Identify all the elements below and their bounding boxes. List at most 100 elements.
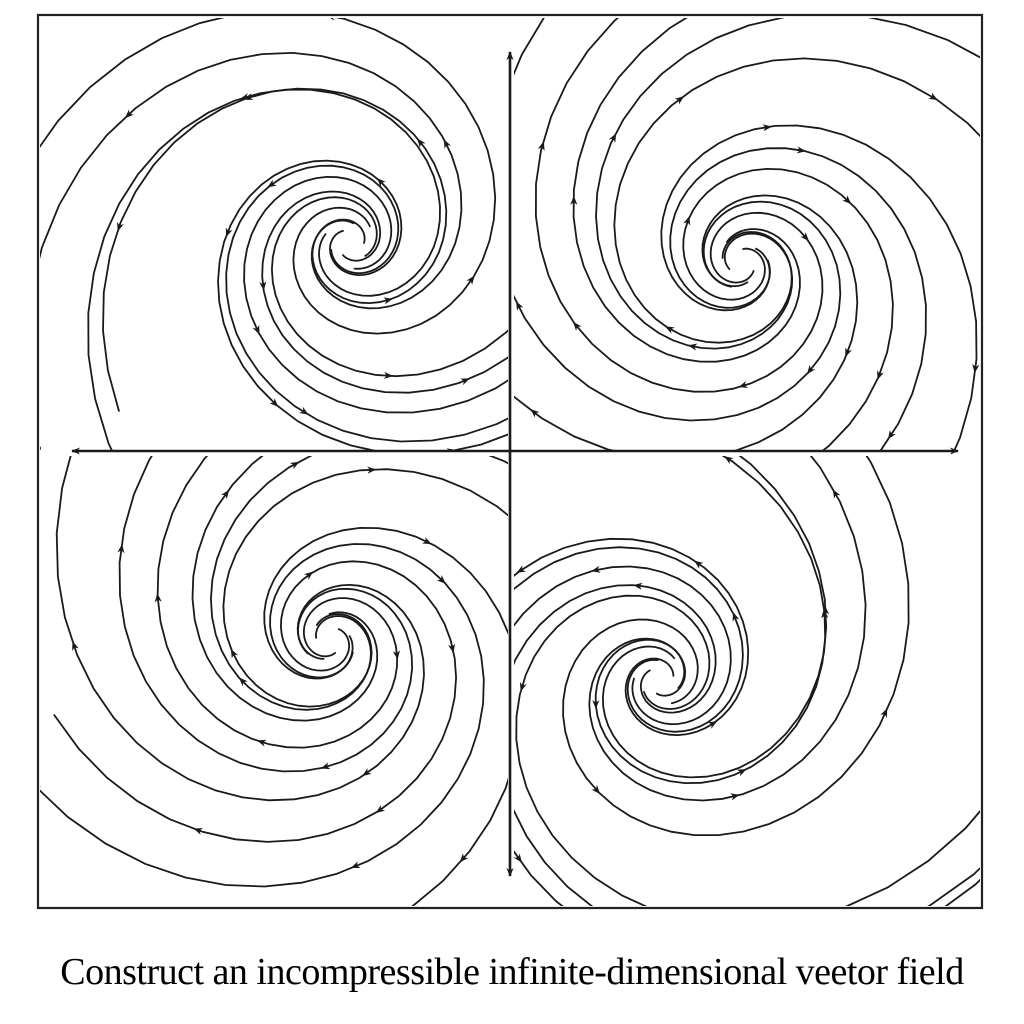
flow-arrow-icon [740, 494, 743, 495]
streamline [40, 51, 463, 310]
flow-arrow-icon [267, 179, 277, 188]
flow-arrow-icon [362, 767, 372, 777]
flow-arrow-icon [262, 726, 265, 728]
vortex-top-left [40, 11, 584, 728]
streamline [601, 456, 828, 779]
flow-arrow-icon [738, 380, 749, 388]
flow-arrow-icon [72, 641, 79, 651]
flow-arrow-icon [730, 793, 740, 801]
flow-arrow-icon [325, 18, 336, 21]
flow-arrow-icon [155, 308, 157, 310]
streamline [515, 594, 980, 906]
frame [36, 13, 984, 910]
flow-arrow-icon [494, 283, 497, 284]
streamline [588, 456, 867, 802]
flow-arrow-icon [530, 409, 540, 418]
flow-arrow-icon [252, 324, 260, 335]
flow-arrow-icon [269, 398, 279, 407]
flow-arrow-icon [459, 853, 469, 863]
flow-arrow-icon [806, 364, 816, 375]
flow-arrow-icon [220, 489, 230, 500]
flow-arrow-icon [754, 636, 757, 637]
streamline [191, 456, 379, 722]
flow-arrow-icon [116, 221, 124, 232]
flow-arrow-icon [536, 479, 539, 481]
flow-arrow-icon [909, 915, 912, 916]
flow-arrow-icon [124, 109, 134, 119]
flow-arrow-icon [591, 565, 601, 573]
flow-arrow-icon [375, 804, 386, 814]
streamline [562, 456, 910, 836]
streamline [40, 543, 485, 888]
flow-arrow-icon [670, 690, 671, 693]
flow-arrow-icon [230, 648, 239, 659]
flow-arrow-icon [565, 870, 567, 873]
flow-arrow-icon [350, 861, 361, 869]
streamline [669, 147, 927, 450]
flow-arrow-icon [257, 739, 267, 747]
streamline [118, 456, 414, 773]
flow-arrow-icon [736, 769, 747, 777]
flow-arrow-icon [583, 11, 584, 14]
streamline [514, 537, 750, 737]
flow-arrow-icon [436, 575, 446, 584]
flow-arrow-icon [466, 275, 475, 285]
flow-arrow-icon [816, 390, 818, 392]
streamline [217, 159, 508, 450]
flow-arrow-icon [303, 571, 314, 580]
flow-arrow-icon [514, 853, 522, 863]
flow-arrow-icon [225, 227, 233, 238]
flow-arrow-icon [319, 335, 320, 338]
streamline [40, 18, 497, 335]
flow-arrow-icon [421, 537, 432, 545]
flow-arrow-icon [572, 115, 573, 118]
flow-arrow-icon [376, 177, 386, 187]
streamlines [40, 11, 980, 916]
flow-arrow-icon [229, 431, 231, 433]
flow-arrow-icon [581, 550, 584, 551]
flow-arrow-icon [398, 614, 401, 615]
flow-arrow-icon [240, 93, 250, 101]
flow-arrow-icon [238, 677, 248, 687]
flow-arrow-icon [665, 326, 675, 334]
flow-arrow-icon [724, 456, 734, 465]
flow-arrow-icon [832, 489, 841, 499]
flow-arrow-icon [928, 92, 938, 101]
flow-arrow-icon [683, 216, 691, 226]
flow-arrow-icon [555, 389, 558, 391]
streamline [613, 57, 980, 344]
flow-arrow-icon [460, 378, 470, 386]
flow-arrow-icon [845, 347, 852, 358]
streamline [534, 18, 824, 393]
flow-arrow-icon [573, 321, 582, 332]
flow-arrow-icon [694, 560, 704, 569]
flow-arrow-icon [500, 759, 501, 762]
figure-caption: Construct an incompressible infinite-dim… [60, 951, 964, 993]
streamline [514, 565, 980, 906]
flow-arrow-icon [299, 406, 309, 415]
flow-arrow-icon [208, 485, 210, 487]
flow-arrow-icon [448, 643, 456, 654]
streamline [682, 167, 894, 450]
flow-arrow-icon [182, 767, 183, 770]
streamline [53, 560, 458, 843]
flow-arrow-icon [877, 370, 884, 380]
flow-arrow-icon [674, 96, 685, 105]
flow-arrow-icon [842, 195, 852, 205]
flow-arrow-icon [443, 139, 451, 149]
flow-arrow-icon [687, 343, 698, 351]
streamline [243, 175, 508, 414]
streamline [514, 584, 980, 906]
streamline [572, 18, 801, 363]
flow-arrow-icon [608, 133, 617, 143]
streamline [222, 468, 508, 708]
flow-arrow-icon [537, 141, 545, 151]
streamline [225, 164, 508, 443]
vector-field-diagram [36, 11, 984, 916]
flow-arrow-icon [516, 301, 524, 311]
flow-arrow-icon [638, 517, 640, 519]
streamline [514, 18, 842, 422]
streamline [209, 456, 508, 711]
streamline [595, 18, 980, 350]
flow-arrow-icon [519, 681, 527, 692]
